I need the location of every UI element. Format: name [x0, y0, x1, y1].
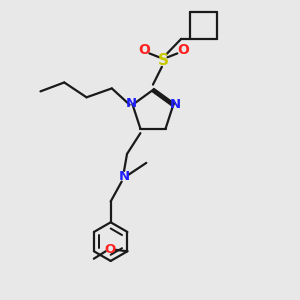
Text: O: O [104, 243, 116, 256]
Text: N: N [118, 170, 130, 183]
Text: O: O [138, 43, 150, 57]
Text: O: O [177, 43, 189, 57]
Text: N: N [170, 98, 181, 111]
Text: N: N [126, 97, 137, 110]
Text: S: S [158, 53, 169, 68]
